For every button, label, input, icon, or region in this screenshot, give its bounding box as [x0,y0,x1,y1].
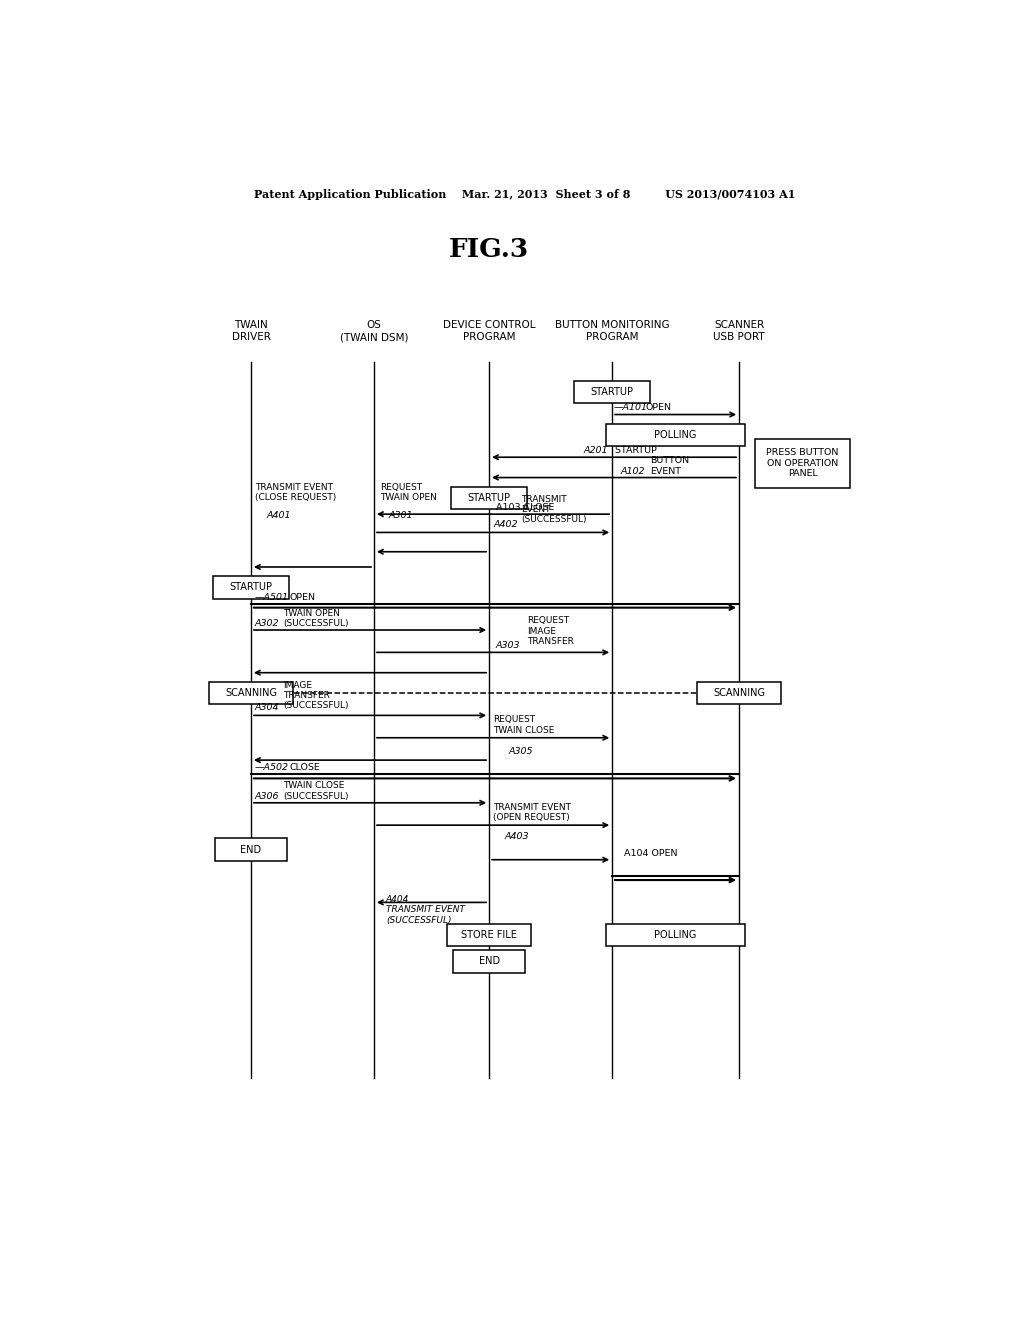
FancyBboxPatch shape [209,682,293,704]
Text: Patent Application Publication    Mar. 21, 2013  Sheet 3 of 8         US 2013/00: Patent Application Publication Mar. 21, … [254,190,796,201]
Text: A102: A102 [620,466,644,475]
Text: TRANSMIT EVENT
(CLOSE REQUEST): TRANSMIT EVENT (CLOSE REQUEST) [255,483,336,502]
Text: OPEN: OPEN [645,404,672,412]
Text: END: END [478,957,500,966]
Text: END: END [241,845,261,854]
Text: A402: A402 [494,520,517,529]
Text: OPEN: OPEN [289,593,315,602]
FancyBboxPatch shape [215,838,287,861]
Text: REQUEST
TWAIN CLOSE: REQUEST TWAIN CLOSE [494,715,554,735]
Text: A304: A304 [255,704,280,713]
Text: SCANNING: SCANNING [225,688,278,698]
FancyBboxPatch shape [447,924,530,946]
FancyBboxPatch shape [697,682,780,704]
Text: REQUEST
IMAGE
TRANSFER: REQUEST IMAGE TRANSFER [527,616,574,647]
Text: STARTUP: STARTUP [229,582,272,593]
Text: —A502: —A502 [255,763,289,772]
Text: TRANSMIT EVENT
(OPEN REQUEST): TRANSMIT EVENT (OPEN REQUEST) [494,803,571,822]
Text: A302: A302 [255,619,280,628]
Text: A103 CLOSE: A103 CLOSE [496,503,554,512]
Text: BUTTON MONITORING
PROGRAM: BUTTON MONITORING PROGRAM [555,319,670,342]
Text: IMAGE
TRANSFER
(SUCCESSFUL): IMAGE TRANSFER (SUCCESSFUL) [283,681,348,710]
Text: POLLING: POLLING [654,430,696,440]
Text: STARTUP: STARTUP [468,492,511,503]
FancyBboxPatch shape [755,440,850,487]
Text: SCANNING: SCANNING [713,688,765,698]
Text: A303: A303 [496,642,520,651]
Text: POLLING: POLLING [654,929,696,940]
Text: TRANSMIT
EVENT
(SUCCESSFUL): TRANSMIT EVENT (SUCCESSFUL) [521,495,587,524]
Text: A401: A401 [267,511,292,520]
Text: A301: A301 [388,511,413,520]
FancyBboxPatch shape [454,950,524,973]
Text: TWAIN CLOSE
(SUCCESSFUL): TWAIN CLOSE (SUCCESSFUL) [283,781,348,801]
Text: SCANNER
USB PORT: SCANNER USB PORT [714,319,765,342]
FancyBboxPatch shape [452,487,526,510]
Text: REQUEST
TWAIN OPEN: REQUEST TWAIN OPEN [380,483,437,502]
Text: —A101: —A101 [613,404,648,412]
Text: A403: A403 [505,833,529,841]
Text: TWAIN
DRIVER: TWAIN DRIVER [231,319,270,342]
Text: CLOSE: CLOSE [289,763,319,772]
FancyBboxPatch shape [606,424,745,446]
Text: FIG.3: FIG.3 [449,238,529,263]
Text: DEVICE CONTROL
PROGRAM: DEVICE CONTROL PROGRAM [442,319,536,342]
Text: STORE FILE: STORE FILE [461,929,517,940]
Text: STARTUP: STARTUP [591,387,634,397]
FancyBboxPatch shape [606,924,745,946]
Text: TWAIN OPEN
(SUCCESSFUL): TWAIN OPEN (SUCCESSFUL) [283,609,348,628]
Text: A201: A201 [584,446,608,455]
Text: BUTTON
EVENT: BUTTON EVENT [650,457,689,475]
Text: A104 OPEN: A104 OPEN [624,849,678,858]
Text: A404
TRANSMIT EVENT
(SUCCESSFUL): A404 TRANSMIT EVENT (SUCCESSFUL) [386,895,465,925]
Text: A306: A306 [255,792,280,801]
Text: STARTUP: STARTUP [612,446,657,455]
FancyBboxPatch shape [213,576,289,598]
Text: PRESS BUTTON
ON OPERATION
PANEL: PRESS BUTTON ON OPERATION PANEL [766,449,839,478]
FancyBboxPatch shape [574,381,650,404]
Text: OS
(TWAIN DSM): OS (TWAIN DSM) [340,319,409,342]
Text: A305: A305 [509,747,534,756]
Text: —A501: —A501 [255,593,289,602]
